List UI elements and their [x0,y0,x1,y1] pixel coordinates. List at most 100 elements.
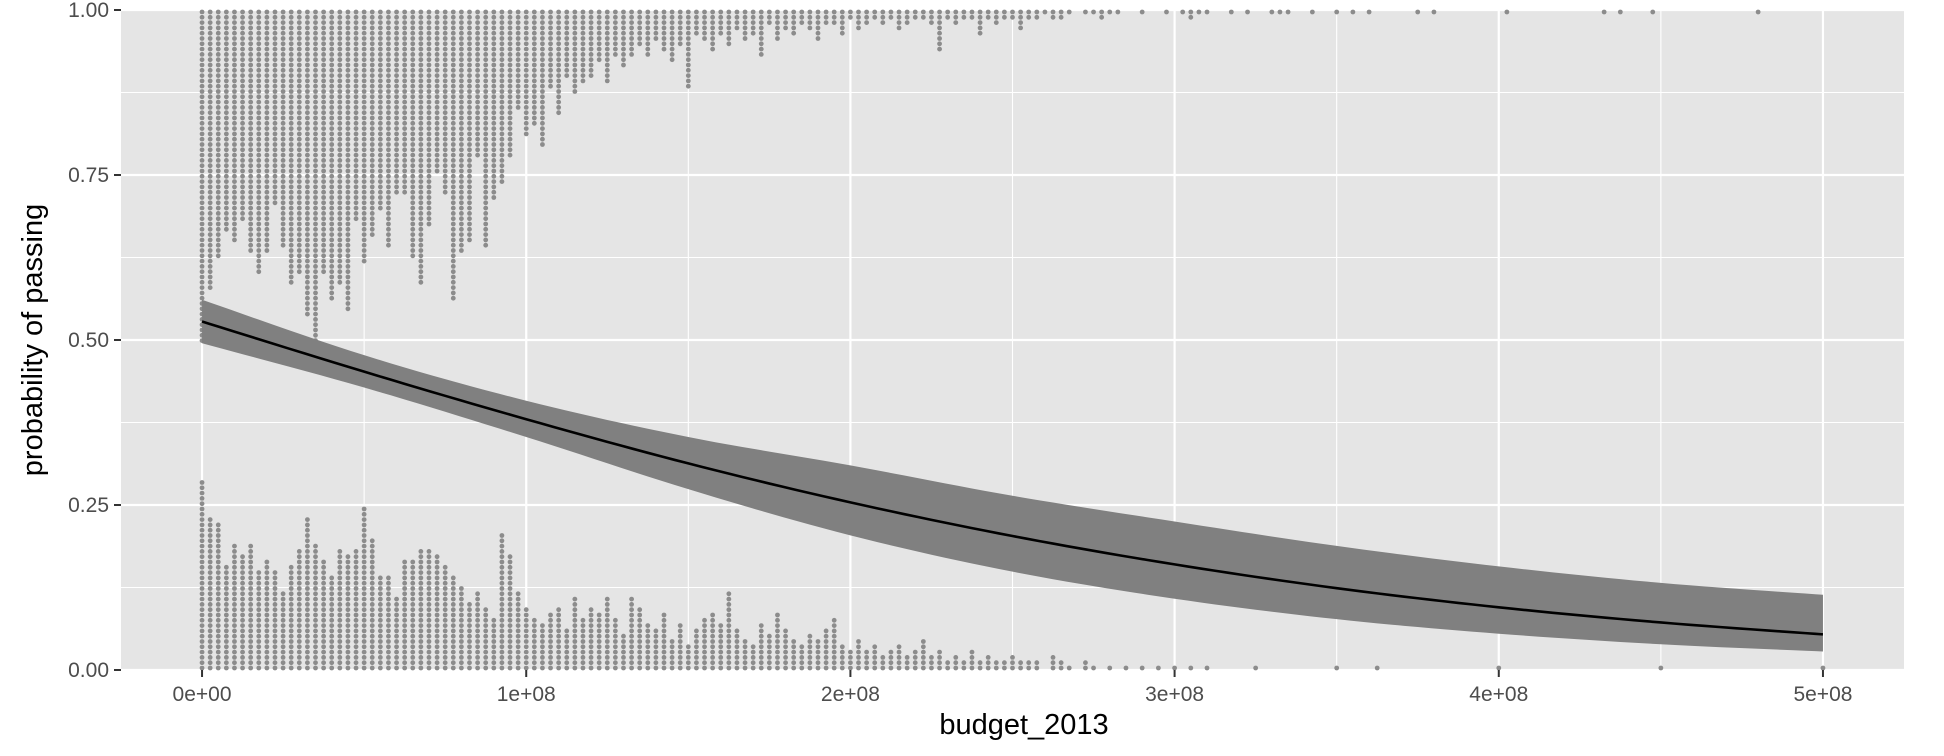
passed-dot [450,173,456,179]
passed-dot [402,147,408,153]
passed-dot [248,189,254,195]
passed-dot [361,14,367,20]
passed-dot [256,242,262,248]
passed-dot [572,67,578,73]
passed-dot [345,258,351,264]
passed-dot [369,147,375,153]
failed-dot [750,660,756,666]
passed-dot [313,99,318,105]
passed-dot [232,67,237,73]
failed-dot [734,639,740,644]
failed-dot [223,655,229,660]
passed-dot [458,67,464,73]
failed-dot [467,612,472,618]
failed-dot [604,617,610,623]
passed-dot [402,179,408,185]
failed-dot [507,591,513,597]
passed-dot [621,41,626,47]
passed-dot [540,105,545,110]
failed-dot [207,617,213,623]
failed-dot [515,628,521,634]
passed-dot [515,105,521,110]
failed-dot [661,644,667,650]
failed-dot [823,649,829,655]
passed-dot [467,163,472,169]
failed-dot [207,570,213,575]
failed-dot [458,633,464,639]
passed-dot [377,110,383,116]
failed-dot [248,607,254,613]
passed-dot [669,41,675,47]
passed-dot [240,14,245,20]
passed-dot [256,248,262,253]
passed-dot [256,216,262,222]
passed-dot [434,89,440,94]
passed-dot [499,173,505,179]
failed-dot [758,623,764,628]
failed-dot [386,617,391,623]
passed-dot [450,295,456,301]
passed-dot [329,158,335,163]
passed-dot [499,120,505,126]
failed-dot [637,628,643,634]
failed-dot [345,596,351,602]
passed-dot [523,41,529,47]
failed-dot [661,612,667,618]
failed-dot [329,580,335,586]
passed-dot [369,62,375,68]
passed-dot [540,46,545,52]
passed-dot [305,189,310,195]
failed-dot [548,617,553,623]
x-axis-ticks: 0e+00 1e+08 2e+08 3e+08 4e+08 5e+08 [173,670,1852,706]
failed-dot [215,665,221,671]
passed-dot [880,14,886,20]
passed-dot [564,25,570,31]
failed-dot [442,665,448,671]
failed-dot [402,570,408,575]
passed-dot [305,158,310,163]
failed-dot [361,533,367,538]
failed-dot [912,649,918,655]
failed-dot [702,660,707,666]
passed-dot [305,41,310,47]
passed-dot [685,52,691,57]
failed-dot [596,633,602,639]
failed-dot [669,660,675,666]
failed-dot [750,649,756,655]
passed-dot [361,126,367,131]
failed-dot [531,649,537,655]
passed-dot [199,115,205,121]
passed-dot [985,14,991,20]
passed-dot [458,20,464,25]
passed-dot [418,242,424,248]
failed-dot [223,580,229,586]
passed-dot [491,179,497,185]
failed-dot [248,644,254,650]
failed-dot [215,538,221,544]
failed-dot [240,596,245,602]
failed-dot [572,633,578,639]
passed-dot [475,99,480,105]
passed-dot [540,30,545,36]
passed-dot [596,46,602,52]
passed-dot [702,9,707,15]
passed-dot [548,25,553,31]
passed-dot [499,46,505,52]
failed-dot [475,617,480,623]
passed-dot [199,9,205,15]
failed-dot [264,559,270,565]
passed-dot [240,184,245,190]
passed-dot [329,136,335,142]
passed-dot [402,110,408,116]
failed-dot [215,639,221,644]
failed-dot [467,644,472,650]
passed-dot [499,110,505,116]
passed-dot [248,57,254,63]
passed-dot [710,46,716,52]
failed-dot [402,575,408,581]
passed-dot [442,142,448,147]
passed-dot [369,189,375,195]
failed-dot [450,628,456,634]
passed-dot [353,83,359,89]
passed-dot [612,30,618,36]
